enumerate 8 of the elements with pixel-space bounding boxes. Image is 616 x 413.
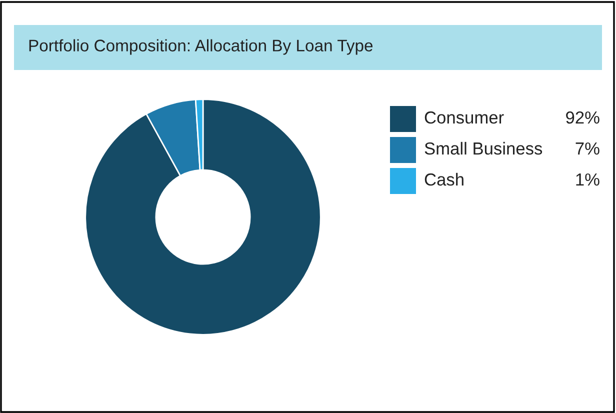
legend-label: Small Business (424, 142, 542, 155)
data-label: 1% (576, 173, 600, 186)
legend-label: Consumer (424, 111, 504, 124)
data-label: 92% (566, 111, 600, 124)
donut-slice (84, 98, 322, 336)
chart-title: Portfolio Composition: Allocation By Loan Type (29, 39, 373, 55)
legend-label: Cash (424, 172, 464, 186)
data-label: 7% (576, 142, 600, 155)
